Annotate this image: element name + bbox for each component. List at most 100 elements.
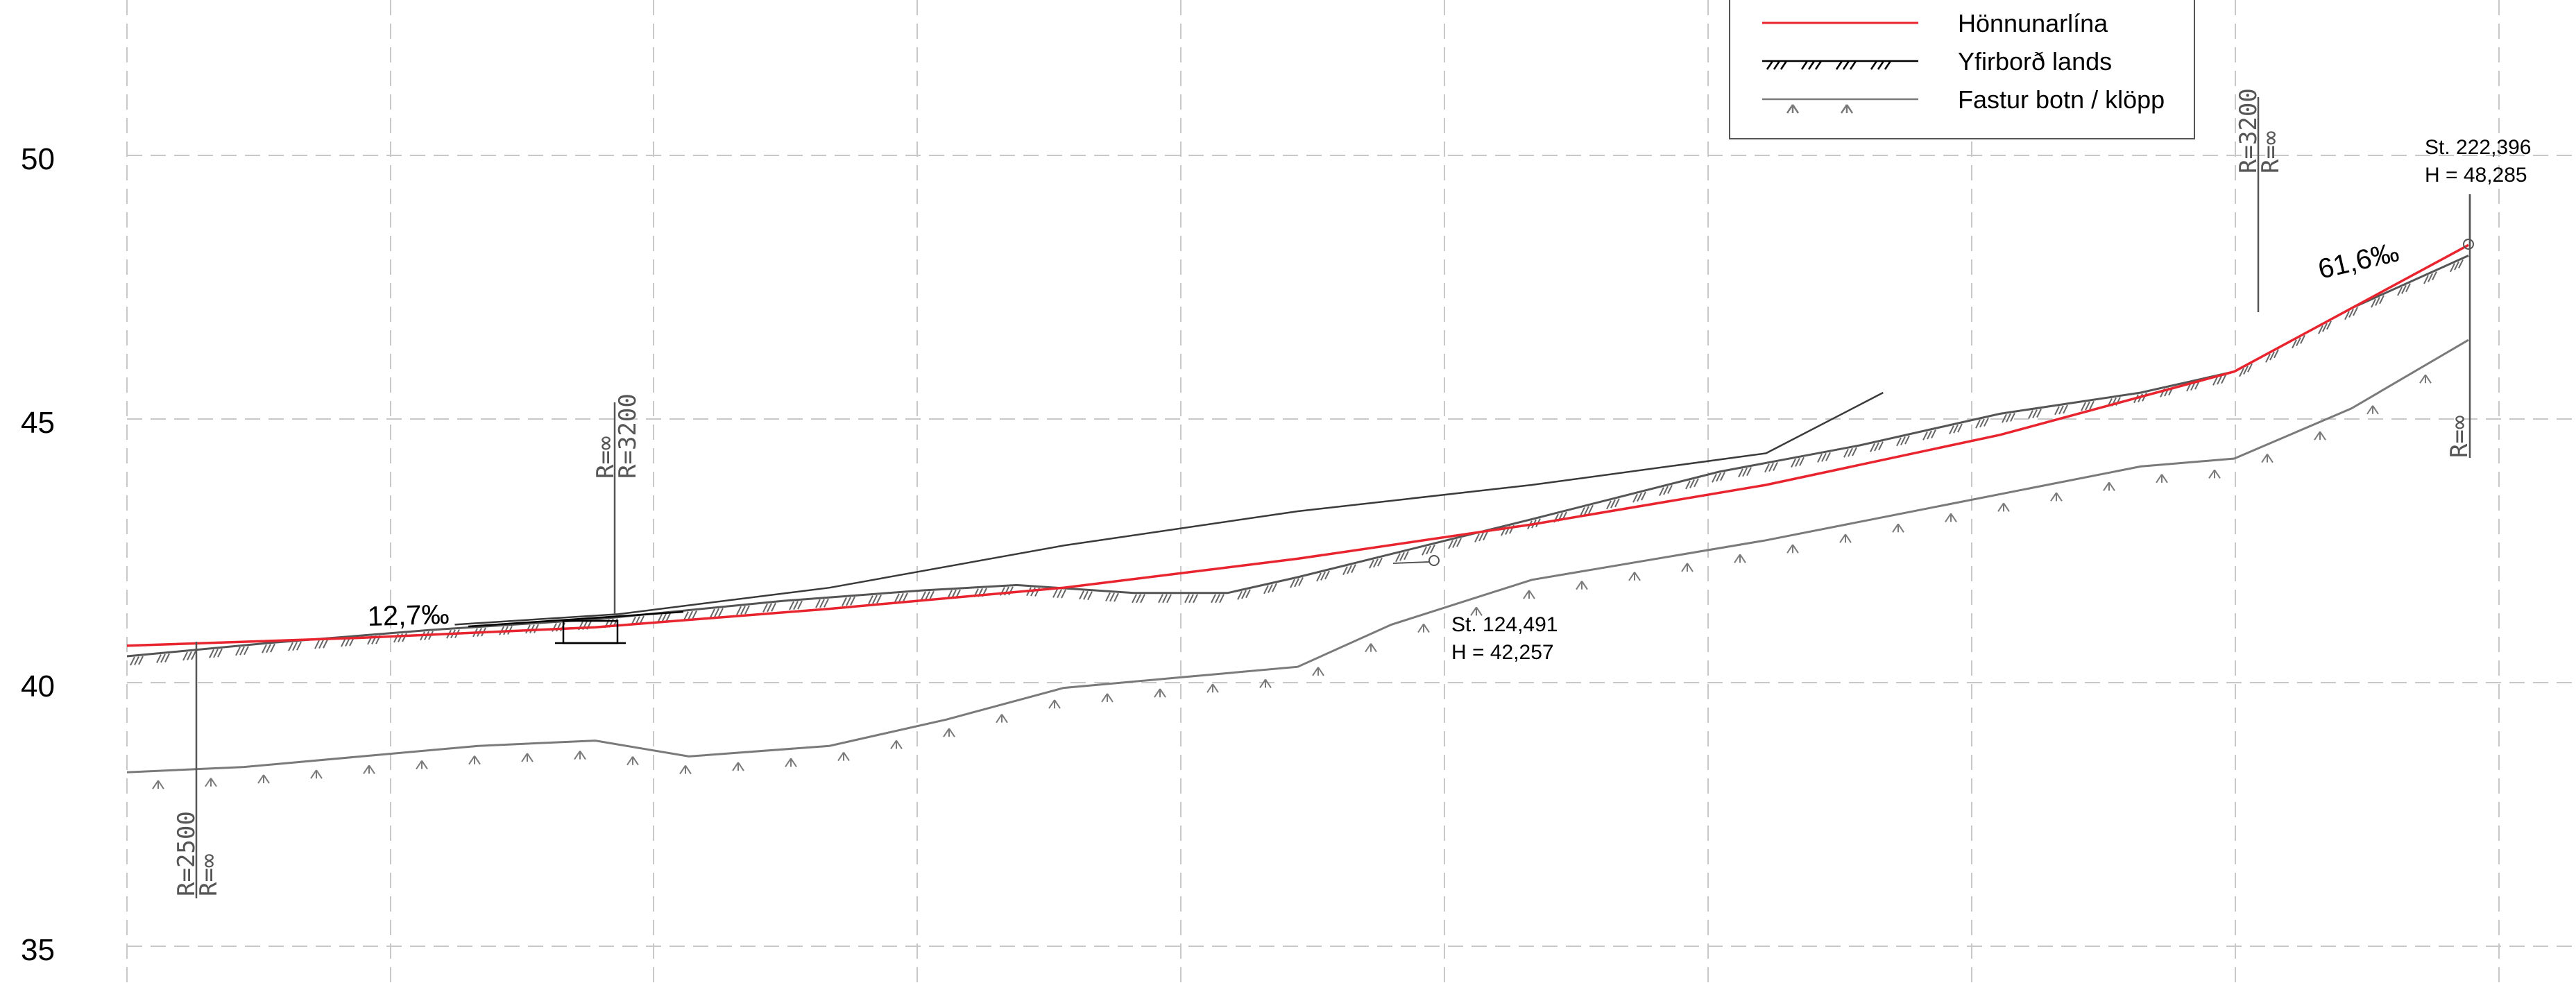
terrain-hatch-tick [2269,351,2275,361]
terrain-hatch-tick [1404,551,1409,561]
bedrock-marker [732,762,744,771]
station-elevation: H = 42,257 [1451,641,1554,664]
terrain-hatch-tick [1298,576,1304,586]
terrain-hatch-tick [1079,590,1084,600]
terrain-hatch-tick [1746,467,1752,477]
terrain-hatch-tick [2458,259,2464,268]
terrain-hatch-tick [1158,594,1163,604]
terrain-hatch-tick [1931,429,1936,439]
terrain-hatch-tick [2322,323,2328,332]
terrain-hatch-tick [771,602,776,612]
bedrock-marker [2050,492,2063,502]
terrain-hatch-tick [2423,275,2429,284]
terrain-hatch-tick [2247,363,2253,373]
terrain-hatch-tick [1193,594,1198,604]
bedrock-marker [363,764,375,774]
terrain-hatch-tick [529,624,535,633]
terrain-hatching [130,259,2464,666]
bedrock-marker [257,774,270,784]
terrain-hatch-tick [2036,409,2042,418]
bedrock-marker [1101,693,1114,703]
bedrock-marker [785,758,797,767]
terrain-hatch-tick [1052,588,1058,598]
terrain-hatch-tick [714,608,719,617]
terrain-hatch-tick [191,651,196,660]
terrain-hatch-tick [2428,273,2433,282]
terrain-hatch-tick [921,591,926,601]
bedrock-marker [890,740,903,750]
terrain-hatch-tick [1685,480,1691,490]
terrain-hatch-tick [2217,375,2222,385]
terrain-hatch-tick [2454,261,2459,271]
terrain-hatch-tick [740,606,746,615]
terrain-hatch-tick [1351,564,1356,574]
terrain-hatch-tick [1188,594,1194,604]
bedrock-marker [205,778,217,787]
terrain-hatch-tick [209,649,214,658]
y-tick-label: 45 [21,406,55,440]
terrain-hatch-tick [296,641,302,651]
terrain-hatch-tick [1817,453,1823,463]
terrain-hatch-tick [213,649,219,658]
terrain-hatch-tick [929,590,935,600]
terrain-hatch-tick [266,644,271,653]
terrain-hatch-tick [2401,284,2407,294]
bedrock-marker [2366,405,2379,415]
station-elevation: H = 48,285 [2425,164,2527,187]
terrain-hatch-tick [2221,375,2226,384]
terrain-hatch-tick [262,644,267,653]
terrain-hatch-tick [815,599,821,608]
terrain-hatch-tick [1606,500,1612,510]
terrain-hatch-tick [1584,506,1589,515]
terrain-hatch-tick [2450,263,2455,273]
bedrock-marker [2261,454,2274,463]
terrain-hatch-tick [1843,448,1849,458]
station-leader-line [1392,561,1430,564]
terrain-hatch-tick [1610,499,1616,508]
terrain-hatch-tick [2344,311,2350,320]
terrain-hatch-tick [797,600,803,610]
terrain-hatch-tick [1452,538,1458,548]
terrain-hatch-tick [1395,553,1401,563]
terrain-hatch-tick [1878,441,1884,451]
terrain-hatch-tick [1483,531,1488,540]
bedrock-marker [1681,563,1694,572]
terrain-hatch-tick [1716,472,1721,482]
grid-vertical [126,0,2500,983]
bedrock-marker [2419,374,2432,384]
terrain-hatch-tick [1422,546,1427,556]
terrain-hatch-tick [1109,592,1115,602]
culvert-structure [468,610,684,644]
terrain-hatch-tick [1659,487,1664,496]
terrain-hatch-tick [1738,468,1743,478]
terrain-hatch-tick [1373,558,1379,568]
terrain-hatch-tick [160,653,166,663]
terrain-hatch-tick [292,642,298,651]
terrain-hatch-tick [1426,545,1431,555]
terrain-line [126,255,2469,658]
bedrock-marker [996,714,1008,724]
terrain-hatch-tick [1720,472,1725,481]
y-tick-label: 40 [21,669,55,703]
terrain-hatch-tick [1211,594,1216,604]
bedrock-marker [2314,431,2326,441]
terrain-hatch-tick [1166,594,1172,604]
terrain-hatch-tick [767,603,772,613]
terrain-hatch-tick [2318,325,2323,334]
terrain-hatch-tick [341,638,346,647]
terrain-hatch-tick [1821,452,1827,462]
terrain-hatch-tick [2010,412,2015,422]
terrain-hatch-tick [1848,447,1853,457]
terrain-hatch-tick [688,610,693,620]
terrain-hatch-tick [898,592,904,602]
curve-radius-label: R=2500 [173,811,201,896]
terrain-hatch-tick [2002,413,2007,423]
slope-label-left: 12,7‰ [367,599,450,632]
bedrock-marker [1259,678,1272,688]
curve-radius-label: R=3200 [2235,88,2262,173]
station-label: St. 222,396 [2425,136,2531,159]
terrain-hatch-tick [1957,423,1963,433]
terrain-hatch-tick [1342,566,1348,575]
bedrock-marker [837,752,850,762]
